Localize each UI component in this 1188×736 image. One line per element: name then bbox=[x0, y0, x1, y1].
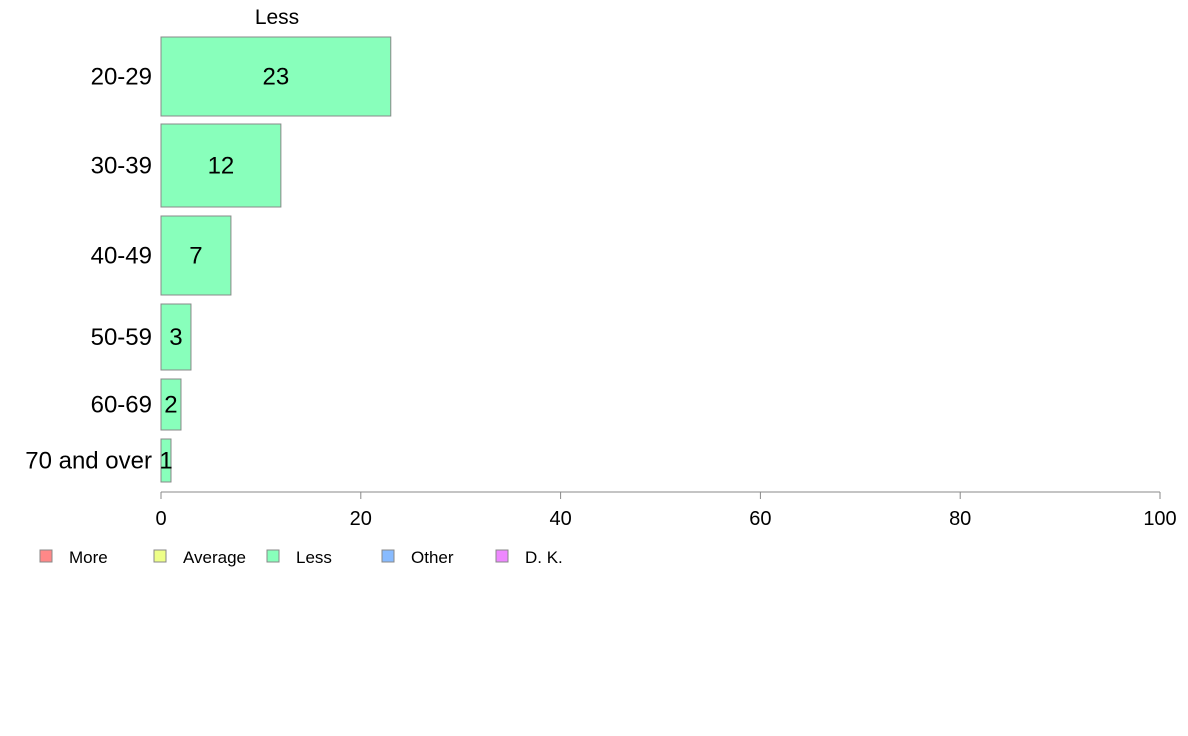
x-tick-label: 20 bbox=[350, 508, 372, 530]
x-tick-label: 80 bbox=[949, 508, 971, 530]
value-label: 12 bbox=[208, 153, 235, 180]
legend-label: D. K. bbox=[525, 548, 563, 567]
bars-group: 20-29 23 30-39 12 40-49 7 50-59 3 60-69 2 70 and o… bbox=[25, 36, 392, 483]
x-tick-label: 100 bbox=[1143, 508, 1176, 530]
x-axis: 0 20 40 60 80 100 bbox=[155, 491, 1177, 530]
category-label: 70 and over bbox=[25, 448, 152, 475]
category-label: 40-49 bbox=[91, 243, 152, 270]
bar-60-69 bbox=[160, 378, 182, 431]
x-tick-label: 60 bbox=[749, 508, 771, 530]
legend-swatch bbox=[39, 549, 53, 563]
legend-label: Average bbox=[183, 548, 246, 567]
category-label: 50-59 bbox=[91, 324, 152, 351]
legend-swatch bbox=[381, 549, 395, 563]
legend-label: Less bbox=[296, 548, 332, 567]
bar-20-29 bbox=[160, 36, 392, 117]
value-label: 7 bbox=[189, 243, 202, 270]
x-tick-label: 0 bbox=[155, 508, 166, 530]
value-label: 1 bbox=[159, 448, 172, 475]
column-title: Less bbox=[255, 6, 299, 29]
bar-30-39 bbox=[160, 123, 282, 208]
category-label: 60-69 bbox=[91, 392, 152, 419]
legend-swatch bbox=[495, 549, 509, 563]
legend: More Average Less Other D. K. bbox=[39, 548, 563, 567]
bar-70-and-over bbox=[160, 438, 172, 483]
bar-50-59 bbox=[160, 303, 192, 371]
category-label: 20-29 bbox=[91, 64, 152, 91]
value-label: 23 bbox=[263, 64, 290, 91]
value-label: 3 bbox=[169, 324, 182, 351]
category-label: 30-39 bbox=[91, 153, 152, 180]
legend-label: Other bbox=[411, 548, 454, 567]
legend-swatch bbox=[153, 549, 167, 563]
x-tick-label: 40 bbox=[549, 508, 571, 530]
bar-40-49 bbox=[160, 215, 232, 296]
value-label: 2 bbox=[164, 392, 177, 419]
legend-swatch bbox=[266, 549, 280, 563]
legend-label: More bbox=[69, 548, 108, 567]
